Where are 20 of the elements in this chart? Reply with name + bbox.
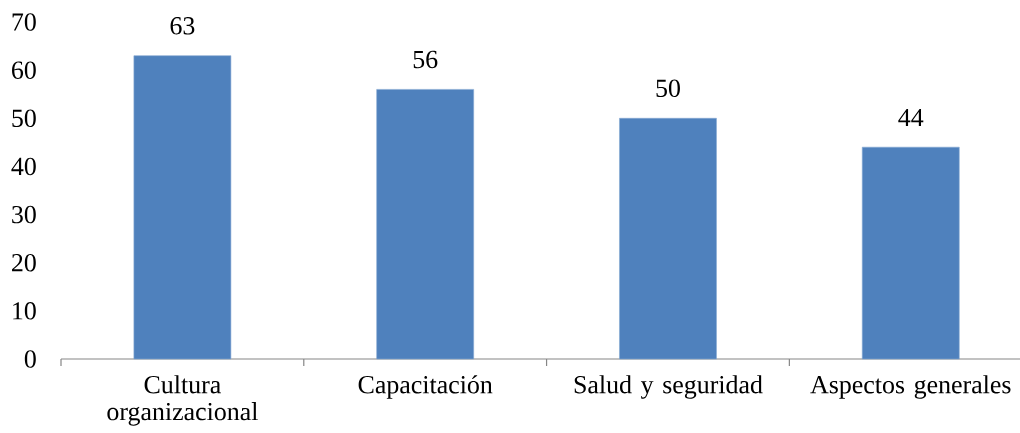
y-tick-label: 0	[24, 350, 36, 368]
bar	[861, 146, 960, 360]
y-tick-label: 60	[12, 61, 36, 79]
x-tick-label: Salud y seguridad	[574, 375, 763, 399]
data-label: 63	[170, 17, 195, 35]
bar	[376, 89, 474, 360]
data-label: 44	[898, 108, 924, 126]
data-label: 50	[656, 79, 680, 98]
x-tick-label: Capacitación	[358, 375, 493, 399]
x-tick-label: Aspectos generales	[810, 375, 1011, 399]
bar	[133, 55, 232, 360]
y-tick-label: 50	[12, 109, 36, 128]
x-tick-label: Cultura organizacional	[107, 375, 258, 426]
y-tick-label: 40	[11, 157, 36, 176]
data-label: 56	[413, 50, 438, 69]
y-tick-label: 70	[12, 13, 36, 31]
y-tick-label: 20	[12, 253, 36, 272]
y-tick-label: 30	[12, 205, 36, 224]
bar	[619, 117, 717, 360]
y-tick-label: 10	[13, 302, 36, 320]
